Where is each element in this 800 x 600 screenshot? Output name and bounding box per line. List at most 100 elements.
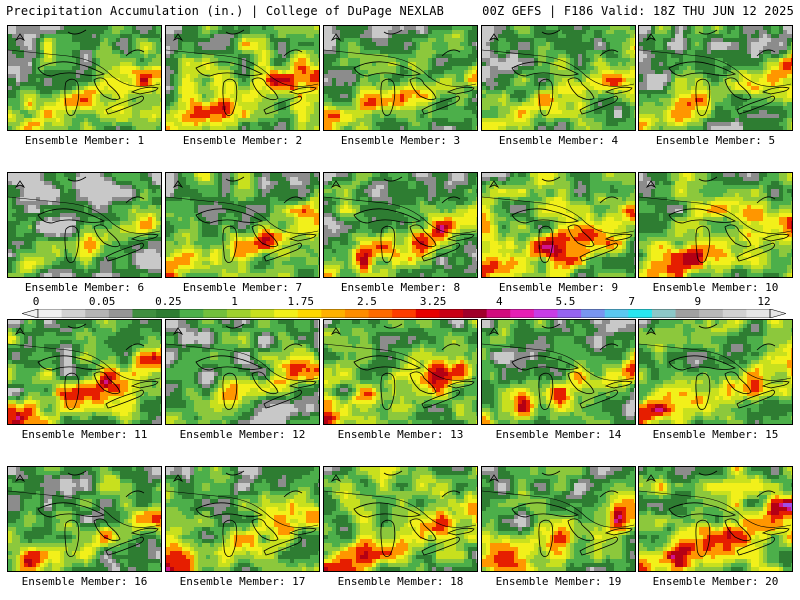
great-lakes-outline xyxy=(166,323,319,410)
colorbar-swatch xyxy=(628,309,653,318)
colorbar-swatch xyxy=(368,309,393,318)
colorbar-swatch xyxy=(486,309,511,318)
us-canada-border xyxy=(166,196,319,234)
ensemble-member-label: Ensemble Member: 12 xyxy=(164,428,321,441)
colorbar-swatch xyxy=(604,309,629,318)
precip-field-map xyxy=(482,26,635,130)
ensemble-map-panel xyxy=(7,466,162,572)
ensemble-map-panel xyxy=(638,25,793,131)
colorbar-tick-label: 0.25 xyxy=(155,295,182,308)
precip-field-map xyxy=(639,320,792,424)
us-canada-border xyxy=(639,49,792,87)
ensemble-map-panel xyxy=(165,466,320,572)
ensemble-map-panel xyxy=(481,172,636,278)
us-canada-border xyxy=(324,343,477,381)
great-lakes-outline xyxy=(8,29,161,116)
precip-field-map xyxy=(639,173,792,277)
great-lakes-outline xyxy=(166,470,319,557)
us-canada-border xyxy=(8,343,161,381)
colorbar-min-arrow xyxy=(22,309,39,318)
ensemble-map-panel xyxy=(7,172,162,278)
colorbar-swatch xyxy=(699,309,724,318)
great-lakes-outline xyxy=(639,323,792,410)
precip-colorbar: 0 0.05 0.25 1 1.75 2.5 3.25 4 5.5 7 9 12 xyxy=(22,295,786,325)
ensemble-member-label: Ensemble Member: 4 xyxy=(480,134,637,147)
ensemble-member-label: Ensemble Member: 9 xyxy=(480,281,637,294)
ensemble-member-label: Ensemble Member: 3 xyxy=(322,134,479,147)
ensemble-member-label: Ensemble Member: 2 xyxy=(164,134,321,147)
run-valid-time: 00Z GEFS | F186 Valid: 18Z THU JUN 12 20… xyxy=(482,4,794,18)
ensemble-map-panel xyxy=(323,319,478,425)
ensemble-map-panel xyxy=(481,319,636,425)
colorbar-tick-label: 7 xyxy=(628,295,635,308)
great-lakes-outline xyxy=(639,176,792,263)
colorbar-swatch xyxy=(344,309,369,318)
ensemble-member-label: Ensemble Member: 14 xyxy=(480,428,637,441)
ensemble-member-label: Ensemble Member: 16 xyxy=(6,575,163,588)
ensemble-member-label: Ensemble Member: 19 xyxy=(480,575,637,588)
ensemble-map-panel xyxy=(165,319,320,425)
ensemble-map-panel xyxy=(7,25,162,131)
us-canada-border xyxy=(8,196,161,234)
precip-field-map xyxy=(8,320,161,424)
precip-field-map xyxy=(324,173,477,277)
ensemble-map-panel xyxy=(481,25,636,131)
us-canada-border xyxy=(324,196,477,234)
precip-field-map xyxy=(166,26,319,130)
ensemble-member-label: Ensemble Member: 5 xyxy=(637,134,794,147)
colorbar-tick-label: 9 xyxy=(695,295,702,308)
colorbar-tick-label: 0.05 xyxy=(89,295,116,308)
ensemble-member-label: Ensemble Member: 18 xyxy=(322,575,479,588)
ensemble-map-panel xyxy=(165,25,320,131)
precip-field-map xyxy=(482,467,635,571)
ensemble-member-label: Ensemble Member: 11 xyxy=(6,428,163,441)
colorbar-tick-label: 1 xyxy=(231,295,238,308)
us-canada-border xyxy=(639,343,792,381)
ensemble-member-label: Ensemble Member: 7 xyxy=(164,281,321,294)
colorbar-swatch xyxy=(651,309,676,318)
precip-field-map xyxy=(324,320,477,424)
us-canada-border xyxy=(482,196,635,234)
colorbar-swatch xyxy=(297,309,322,318)
colorbar-swatch xyxy=(38,309,63,318)
us-canada-border xyxy=(482,490,635,528)
colorbar-tick-label: 12 xyxy=(757,295,770,308)
colorbar-swatch xyxy=(226,309,251,318)
colorbar-swatch xyxy=(581,309,606,318)
great-lakes-outline xyxy=(324,323,477,410)
ensemble-map-panel xyxy=(638,466,793,572)
colorbar-swatch xyxy=(533,309,558,318)
great-lakes-outline xyxy=(8,323,161,410)
precip-field-map xyxy=(8,173,161,277)
colorbar-strip xyxy=(22,309,786,318)
great-lakes-outline xyxy=(324,470,477,557)
precip-field-map xyxy=(166,320,319,424)
colorbar-swatch xyxy=(463,309,488,318)
great-lakes-outline xyxy=(8,470,161,557)
colorbar-swatch xyxy=(415,309,440,318)
ensemble-member-label: Ensemble Member: 15 xyxy=(637,428,794,441)
ensemble-map-panel xyxy=(323,466,478,572)
colorbar-swatch xyxy=(392,309,417,318)
us-canada-border xyxy=(8,490,161,528)
colorbar-swatch xyxy=(722,309,747,318)
ensemble-member-label: Ensemble Member: 10 xyxy=(637,281,794,294)
colorbar-swatch xyxy=(274,309,299,318)
colorbar-tick-label: 3.25 xyxy=(420,295,447,308)
colorbar-swatch xyxy=(132,309,157,318)
great-lakes-outline xyxy=(8,176,161,263)
great-lakes-outline xyxy=(639,470,792,557)
ensemble-map-panel xyxy=(481,466,636,572)
us-canada-border xyxy=(324,49,477,87)
colorbar-swatch xyxy=(156,309,181,318)
us-canada-border xyxy=(8,49,161,87)
colorbar-tick-label: 4 xyxy=(496,295,503,308)
precip-field-map xyxy=(639,26,792,130)
colorbar-swatch xyxy=(510,309,535,318)
great-lakes-outline xyxy=(482,176,635,263)
ensemble-member-label: Ensemble Member: 13 xyxy=(322,428,479,441)
colorbar-swatch xyxy=(179,309,204,318)
us-canada-border xyxy=(482,49,635,87)
precip-field-map xyxy=(639,467,792,571)
great-lakes-outline xyxy=(324,29,477,116)
